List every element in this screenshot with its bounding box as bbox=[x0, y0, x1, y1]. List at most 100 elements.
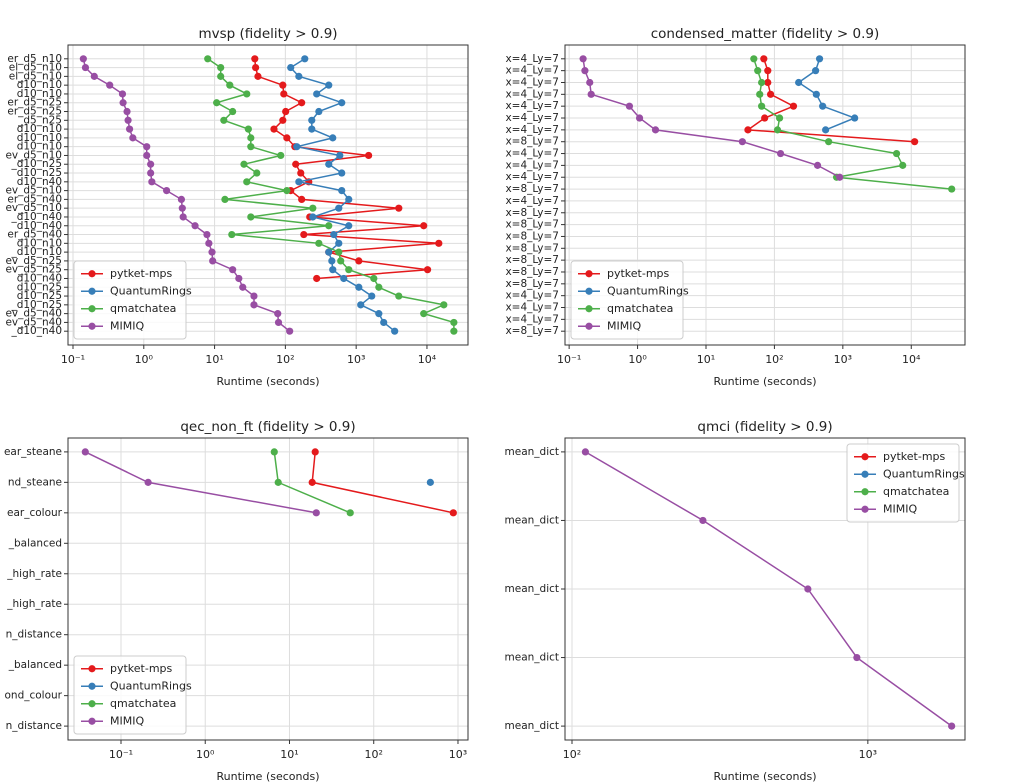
data-point bbox=[274, 310, 282, 318]
data-point bbox=[948, 722, 956, 730]
data-point bbox=[851, 114, 859, 122]
x-tick-label: 10¹ bbox=[205, 353, 223, 366]
data-point bbox=[279, 81, 287, 89]
legend-marker bbox=[88, 270, 96, 278]
data-point bbox=[391, 327, 399, 335]
legend-marker bbox=[585, 270, 593, 278]
y-tick-label: ev_d5_n40 bbox=[5, 308, 62, 320]
x-axis-label: Runtime (seconds) bbox=[217, 770, 320, 783]
y-tick-label: x=4_Ly=7 bbox=[505, 53, 559, 65]
data-point bbox=[283, 134, 291, 142]
chart-title: qmci (fidelity > 0.9) bbox=[697, 419, 832, 435]
data-point bbox=[337, 257, 345, 265]
data-point bbox=[309, 204, 317, 212]
data-point bbox=[395, 292, 403, 300]
data-point bbox=[380, 318, 388, 327]
data-point bbox=[423, 266, 432, 274]
legend-marker bbox=[88, 717, 96, 725]
axes-frame bbox=[67, 437, 469, 741]
x-tick-label: 10² bbox=[563, 748, 581, 761]
data-point bbox=[325, 248, 333, 256]
y-tick-label: ev_d5_n40 bbox=[5, 316, 62, 328]
y-tick-label: er_d5_n40 bbox=[7, 229, 62, 241]
data-point bbox=[651, 126, 660, 134]
legend-label: qmatchatea bbox=[607, 302, 673, 315]
x-tick-label: 10³ bbox=[859, 748, 877, 761]
data-point bbox=[345, 195, 353, 203]
data-point bbox=[118, 90, 127, 98]
y-tick-label: _high_rate bbox=[6, 598, 62, 610]
data-point bbox=[254, 72, 262, 80]
data-point bbox=[220, 116, 228, 124]
y-tick-label: x=4_Ly=7 bbox=[505, 112, 559, 124]
legend-label: qmatchatea bbox=[883, 485, 949, 498]
y-tick-label: x=4_Ly=7 bbox=[505, 302, 559, 314]
y-tick-label: x=8_Ly=7 bbox=[505, 136, 559, 148]
data-point bbox=[240, 160, 248, 168]
y-tick-label: x=8_Ly=7 bbox=[505, 325, 559, 337]
y-tick-label: d10_n10 bbox=[17, 79, 62, 91]
legend-label: QuantumRings bbox=[607, 284, 689, 297]
data-point bbox=[420, 222, 428, 230]
legend-label: MIMIQ bbox=[607, 319, 641, 332]
data-point bbox=[286, 327, 294, 335]
data-point bbox=[435, 239, 443, 247]
data-point bbox=[449, 509, 457, 517]
data-point bbox=[892, 149, 901, 158]
legend-marker bbox=[861, 453, 869, 461]
y-tick-label: ev_d5_n10 bbox=[5, 185, 62, 197]
data-point bbox=[355, 283, 363, 291]
y-tick-label: er_d5_n25 bbox=[7, 106, 62, 118]
y-tick-label: ev_d5_n10 bbox=[5, 149, 62, 161]
data-point bbox=[221, 195, 229, 203]
legend-marker bbox=[88, 665, 96, 673]
data-point bbox=[213, 99, 221, 107]
y-tick-label: x=8_Ly=7 bbox=[505, 266, 559, 278]
legend-label: QuantumRings bbox=[883, 467, 965, 480]
data-point bbox=[253, 169, 261, 177]
y-tick-label: n_distance bbox=[6, 720, 62, 732]
x-tick-label: 10¹ bbox=[280, 748, 298, 761]
y-tick-label: el_d5_n10 bbox=[9, 62, 62, 74]
data-point bbox=[144, 478, 152, 486]
y-tick-label: d10_n25 bbox=[17, 281, 62, 293]
data-point bbox=[345, 266, 353, 274]
data-point bbox=[81, 63, 90, 72]
y-tick-label: x=4_Ly=7 bbox=[505, 290, 559, 302]
y-tick-label: mean_dict bbox=[505, 583, 560, 595]
x-tick-label: 10⁰ bbox=[135, 353, 154, 366]
x-tick-label: 10⁻¹ bbox=[557, 353, 581, 366]
data-point bbox=[450, 327, 458, 335]
data-point bbox=[280, 90, 288, 98]
chart-title: condensed_matter (fidelity > 0.9) bbox=[651, 26, 880, 42]
legend-label: MIMIQ bbox=[883, 502, 917, 515]
subplot: 10⁻¹ 10⁰ 10¹ 10² 10³ ear_steane nd_steane ear_c… bbox=[4, 419, 469, 783]
data-point bbox=[178, 204, 186, 212]
data-point bbox=[948, 185, 956, 193]
data-point bbox=[247, 143, 255, 151]
data-point bbox=[229, 107, 237, 116]
x-tick-label: 10⁰ bbox=[196, 748, 215, 761]
y-tick-label: ev_d5_n10 bbox=[5, 202, 62, 214]
data-point bbox=[274, 318, 283, 327]
x-axis-label: Runtime (seconds) bbox=[714, 770, 817, 783]
x-tick-label: 10² bbox=[276, 353, 294, 366]
legend-marker bbox=[88, 322, 96, 330]
data-point bbox=[229, 266, 237, 274]
data-point bbox=[250, 292, 258, 300]
legend-marker bbox=[88, 287, 96, 295]
data-point bbox=[370, 274, 378, 283]
data-point bbox=[754, 67, 762, 75]
data-point bbox=[226, 81, 234, 89]
y-tick-label: mean_dict bbox=[505, 720, 560, 732]
data-point bbox=[812, 67, 820, 75]
y-tick-label: ev_d5_n25 bbox=[5, 264, 62, 276]
legend-box bbox=[73, 260, 187, 340]
data-point bbox=[813, 161, 822, 169]
legend-label: pytket-mps bbox=[883, 450, 946, 463]
y-tick-label: x=4_Ly=7 bbox=[505, 88, 559, 100]
y-tick-label: er_d5_n40 bbox=[7, 193, 62, 205]
data-point bbox=[764, 67, 772, 75]
data-point bbox=[162, 187, 171, 195]
